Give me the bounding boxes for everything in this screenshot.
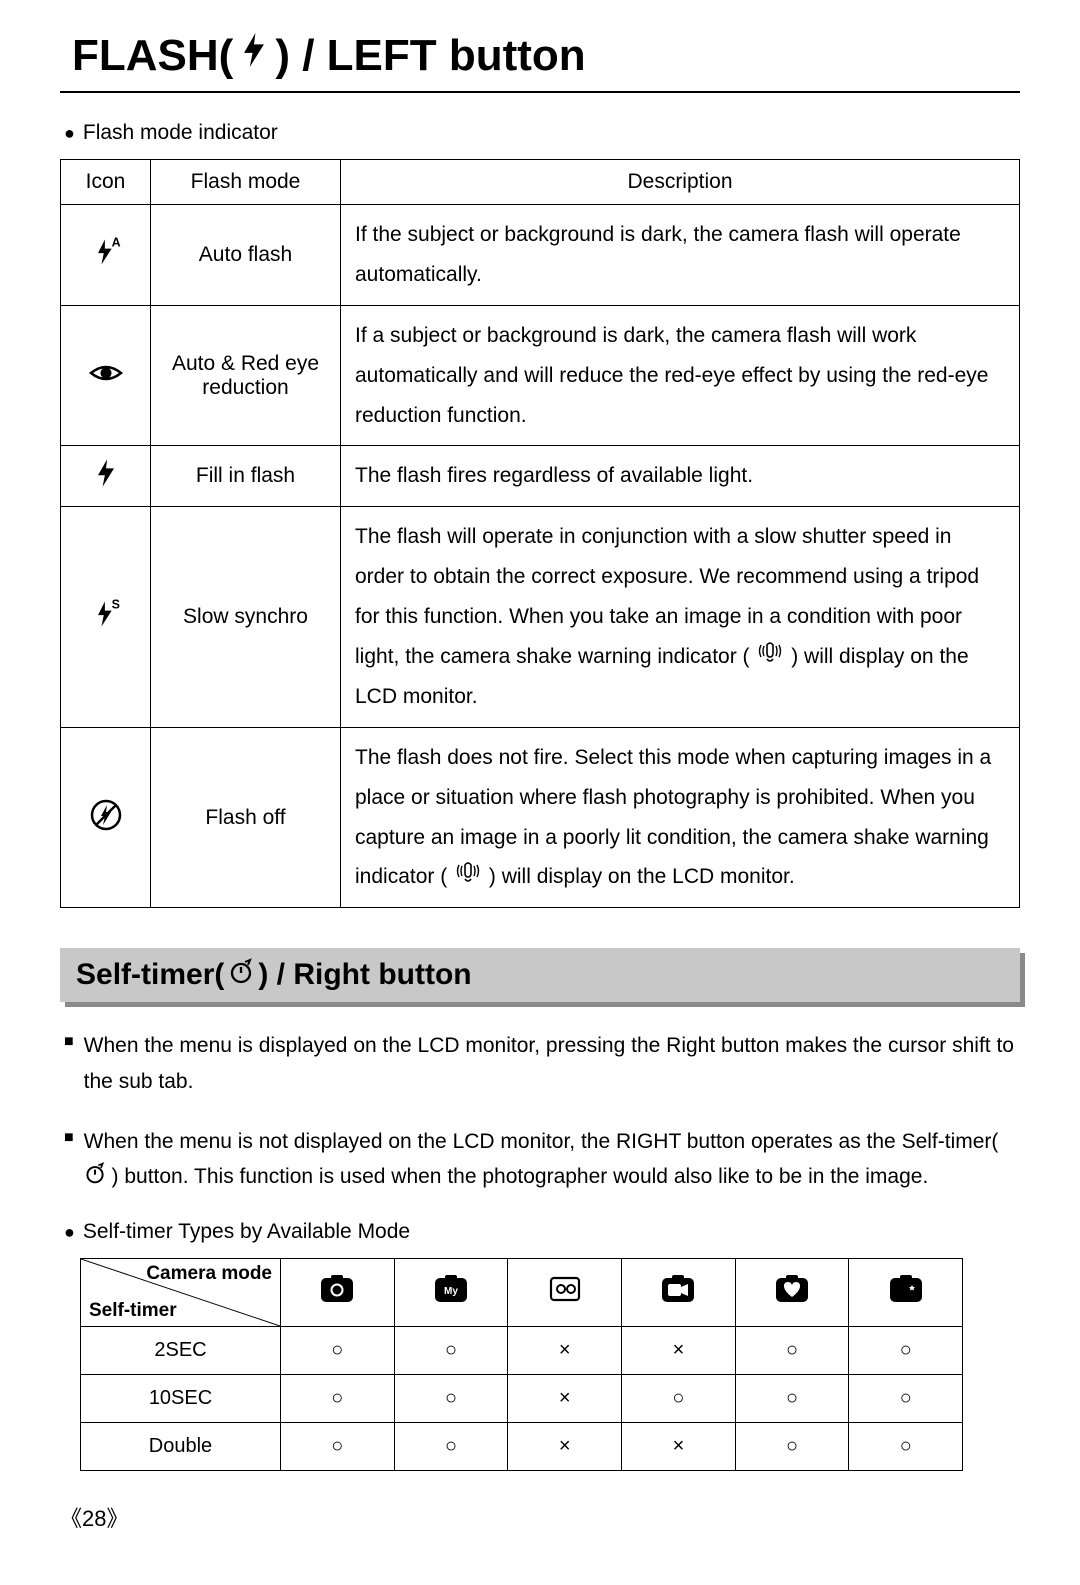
- mark: ○: [281, 1374, 395, 1422]
- table-row: Double ○ ○ × × ○ ○: [81, 1422, 963, 1470]
- auto-flash-icon: A: [61, 205, 151, 306]
- table-row: 10SEC ○ ○ × ○ ○ ○: [81, 1374, 963, 1422]
- mark: ○: [735, 1374, 849, 1422]
- mode-voice-icon: [508, 1258, 622, 1326]
- mark: ○: [735, 1422, 849, 1470]
- para1-text: When the menu is displayed on the LCD mo…: [84, 1028, 1020, 1099]
- paragraph-1: ■ When the menu is displayed on the LCD …: [64, 1028, 1020, 1099]
- table-row: Auto & Red eye reduction If a subject or…: [61, 305, 1020, 446]
- bullet-icon: ●: [64, 1220, 75, 1244]
- page-number: 《28》: [60, 1501, 1020, 1533]
- mode-desc: If the subject or background is dark, th…: [341, 205, 1020, 306]
- diagonal-header: Camera mode Self-timer: [81, 1258, 281, 1326]
- mode-desc: The flash fires regardless of available …: [341, 446, 1020, 507]
- flash-indicator-text: Flash mode indicator: [83, 121, 278, 145]
- self-timer-icon: [228, 958, 254, 992]
- mark: ×: [622, 1326, 736, 1374]
- mark: ○: [394, 1326, 508, 1374]
- mark: ×: [508, 1326, 622, 1374]
- paragraph-2: ■ When the menu is not displayed on the …: [64, 1124, 1020, 1196]
- mode-my-icon: My: [394, 1258, 508, 1326]
- timer-types-text: Self-timer Types by Available Mode: [83, 1220, 410, 1244]
- header-desc: Description: [341, 160, 1020, 205]
- svg-text:A: A: [111, 235, 120, 249]
- flash-off-icon: [61, 727, 151, 908]
- self-timer-icon: [84, 1160, 106, 1196]
- flash-icon: [237, 30, 271, 81]
- mark: ○: [735, 1326, 849, 1374]
- timer-types-label: ● Self-timer Types by Available Mode: [64, 1220, 1020, 1244]
- mark: ×: [508, 1374, 622, 1422]
- bullet-icon: ●: [64, 121, 75, 145]
- mark: ×: [622, 1422, 736, 1470]
- row-label: 2SEC: [81, 1326, 281, 1374]
- mark: ○: [849, 1374, 963, 1422]
- mark: ○: [849, 1326, 963, 1374]
- mark: ○: [394, 1422, 508, 1470]
- header-icon: Icon: [61, 160, 151, 205]
- mode-night-icon: [849, 1258, 963, 1326]
- mark: ×: [508, 1422, 622, 1470]
- table-row: 2SEC ○ ○ × × ○ ○: [81, 1326, 963, 1374]
- self-timer-header: Self-timer( ) / Right button: [60, 948, 1020, 1002]
- svg-text:S: S: [111, 597, 119, 611]
- mark: ○: [394, 1374, 508, 1422]
- mode-movie-icon: [622, 1258, 736, 1326]
- table-row: A Auto flash If the subject or backgroun…: [61, 205, 1020, 306]
- desc-post: ) will display on the LCD monitor.: [489, 865, 795, 888]
- title-rule: [60, 91, 1020, 93]
- self-timer-table: Camera mode Self-timer My 2SEC: [80, 1258, 963, 1471]
- page-title: FLASH( ) / LEFT button: [72, 30, 1020, 81]
- corner-top: Camera mode: [146, 1263, 272, 1285]
- mode-name: Slow synchro: [151, 507, 341, 727]
- redeye-icon: [61, 305, 151, 446]
- header-mode: Flash mode: [151, 160, 341, 205]
- row-label: 10SEC: [81, 1374, 281, 1422]
- flash-mode-table: Icon Flash mode Description A Auto flash…: [60, 159, 1020, 908]
- mode-camera-icon: [281, 1258, 395, 1326]
- mode-desc: The flash will operate in conjunction wi…: [341, 507, 1020, 727]
- svg-text:My: My: [444, 1286, 458, 1297]
- mark: ○: [622, 1374, 736, 1422]
- mode-name: Auto flash: [151, 205, 341, 306]
- mode-desc: The flash does not fire. Select this mod…: [341, 727, 1020, 908]
- header-pre: Self-timer(: [76, 958, 224, 992]
- table-row: Flash off The flash does not fire. Selec…: [61, 727, 1020, 908]
- square-bullet-icon: ■: [64, 1028, 74, 1099]
- row-label: Double: [81, 1422, 281, 1470]
- mode-desc: If a subject or background is dark, the …: [341, 305, 1020, 446]
- timer-header-row: Camera mode Self-timer My: [81, 1258, 963, 1326]
- fill-flash-icon: [61, 446, 151, 507]
- mode-name: Auto & Red eye reduction: [151, 305, 341, 446]
- mark: ○: [281, 1326, 395, 1374]
- table-header-row: Icon Flash mode Description: [61, 160, 1020, 205]
- para2-text: When the menu is not displayed on the LC…: [84, 1124, 1020, 1196]
- header-post: ) / Right button: [258, 958, 471, 992]
- mode-heart-icon: [735, 1258, 849, 1326]
- shake-warning-icon: [755, 639, 785, 663]
- corner-bot: Self-timer: [89, 1300, 177, 1322]
- mark: ○: [281, 1422, 395, 1470]
- title-pre: FLASH(: [72, 31, 233, 81]
- mode-name: Fill in flash: [151, 446, 341, 507]
- title-post: ) / LEFT button: [275, 31, 585, 81]
- mode-name: Flash off: [151, 727, 341, 908]
- mark: ○: [849, 1422, 963, 1470]
- flash-indicator-label: ● Flash mode indicator: [64, 121, 1020, 145]
- shake-warning-icon: [453, 859, 483, 883]
- para2-pre: When the menu is not displayed on the LC…: [84, 1130, 999, 1153]
- para2-post: ) button. This function is used when the…: [112, 1165, 929, 1188]
- page-number-value: 28: [82, 1506, 106, 1531]
- table-row: Fill in flash The flash fires regardless…: [61, 446, 1020, 507]
- slow-synchro-icon: S: [61, 507, 151, 727]
- table-row: S Slow synchro The flash will operate in…: [61, 507, 1020, 727]
- square-bullet-icon: ■: [64, 1124, 74, 1196]
